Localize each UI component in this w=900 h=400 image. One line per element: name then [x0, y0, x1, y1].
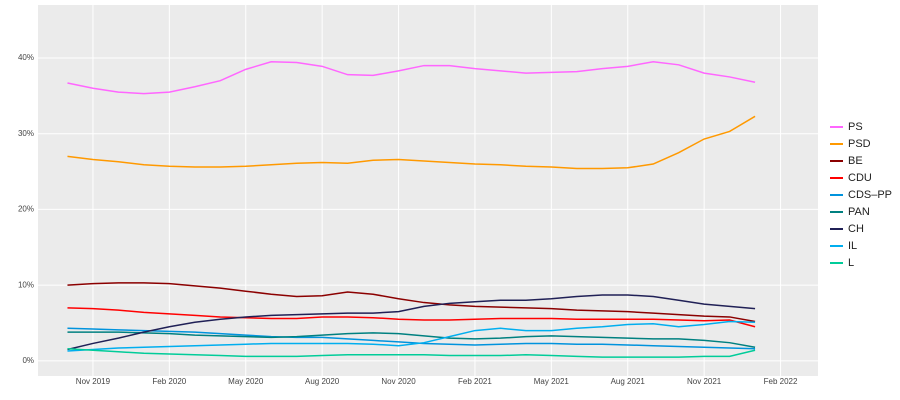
- series-line: [67, 115, 756, 170]
- x-tick-label: Aug 2021: [611, 377, 646, 386]
- x-tick-label: Nov 2021: [687, 377, 722, 386]
- legend-label: BE: [848, 155, 863, 167]
- y-tick-label: 0%: [22, 356, 34, 365]
- series-line: [67, 327, 756, 350]
- y-tick-label: 40%: [18, 53, 34, 62]
- x-tick-label: Aug 2020: [305, 377, 340, 386]
- x-tick-label: Nov 2019: [76, 377, 111, 386]
- legend-label: CH: [848, 223, 864, 235]
- legend-label: PAN: [848, 206, 870, 218]
- x-tick-label: May 2020: [228, 377, 264, 386]
- y-tick-label: 20%: [18, 205, 34, 214]
- series-line: [67, 294, 756, 351]
- legend-label: PS: [848, 121, 863, 133]
- legend-label: CDU: [848, 172, 872, 184]
- legend-label: CDS–PP: [848, 189, 892, 201]
- series-line: [67, 347, 756, 358]
- legend-label: L: [848, 257, 854, 269]
- x-tick-label: Feb 2022: [764, 377, 798, 386]
- legend-label: PSD: [848, 138, 871, 150]
- y-tick-label: 10%: [18, 280, 34, 289]
- x-tick-label: May 2021: [534, 377, 570, 386]
- series-line: [67, 320, 756, 352]
- series-line: [67, 282, 756, 323]
- x-tick-label: Feb 2021: [458, 377, 492, 386]
- series-line: [67, 331, 756, 348]
- x-tick-label: Feb 2020: [152, 377, 186, 386]
- x-tick-label: Nov 2020: [381, 377, 416, 386]
- series-line: [67, 307, 756, 328]
- series-line: [67, 61, 756, 95]
- y-tick-label: 30%: [18, 129, 34, 138]
- legend-label: IL: [848, 240, 857, 252]
